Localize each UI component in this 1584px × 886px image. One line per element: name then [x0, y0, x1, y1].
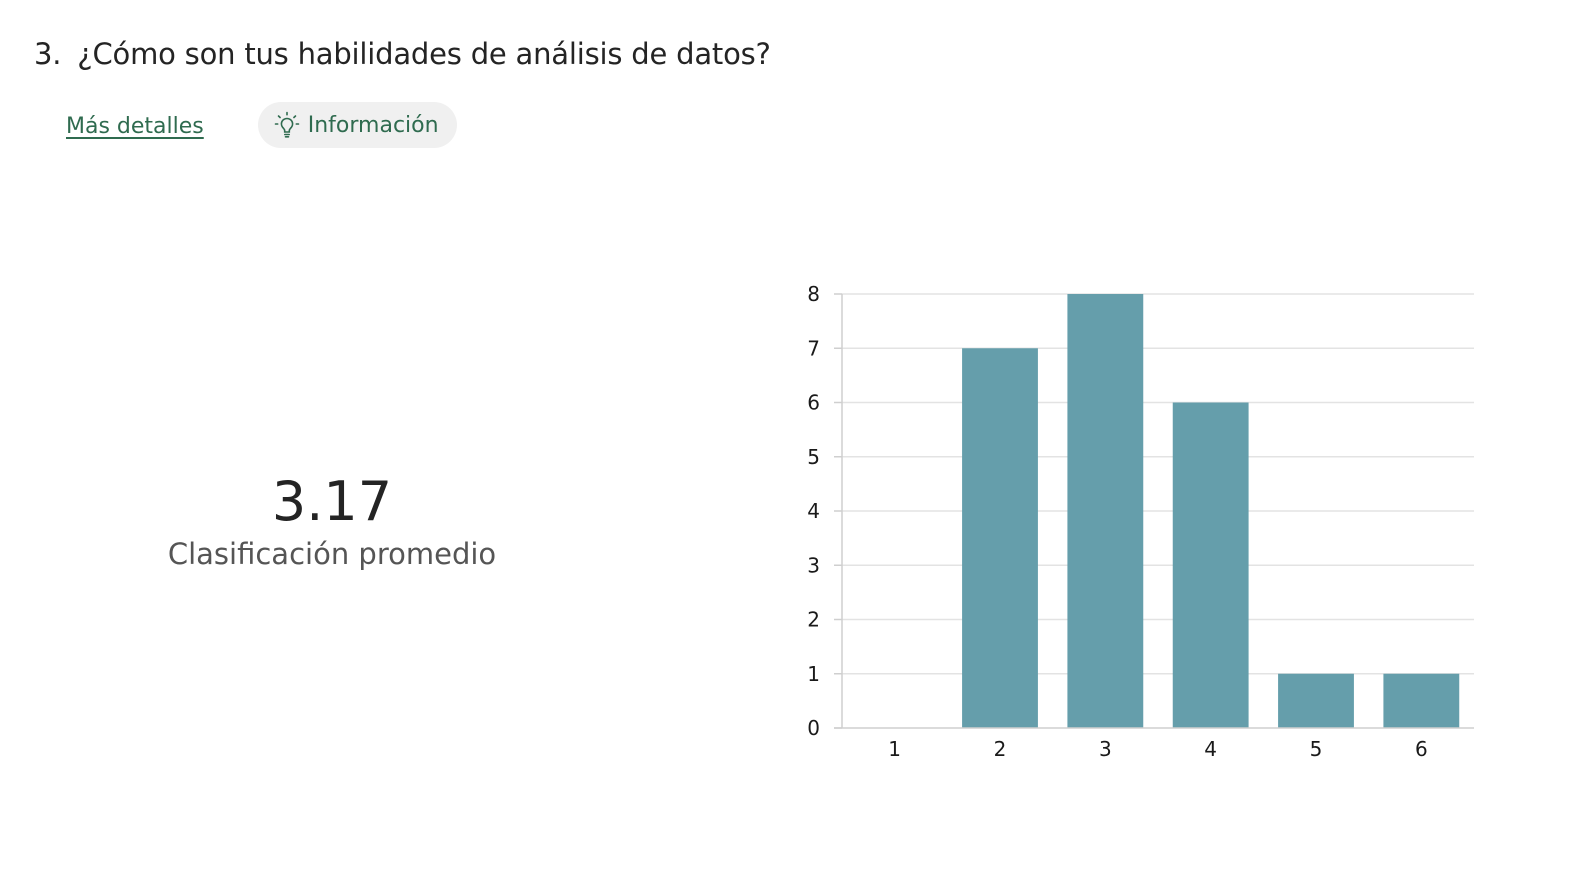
- bar-5[interactable]: [1278, 673, 1354, 728]
- chart-bars: [962, 294, 1460, 729]
- rating-distribution-chart: 0 1 2 3 4 5 6 7 8 1 2 3 4 5 6: [790, 270, 1490, 780]
- y-tick-label: 5: [807, 445, 820, 469]
- average-rating-value: 3.17: [271, 470, 393, 533]
- chart-canvas: 0 1 2 3 4 5 6 7 8 1 2 3 4 5 6: [807, 282, 1474, 761]
- x-tick-label: 2: [994, 737, 1007, 761]
- y-tick-label: 8: [807, 282, 820, 306]
- bar-4[interactable]: [1172, 402, 1249, 729]
- insights-button[interactable]: Información: [257, 102, 457, 148]
- y-tick-label: 7: [807, 336, 820, 360]
- y-tick-label: 6: [807, 391, 820, 415]
- x-tick-label: 3: [1099, 737, 1112, 761]
- average-rating-caption: Clasificación promedio: [167, 537, 497, 571]
- more-details-link[interactable]: Más detalles: [66, 113, 204, 139]
- question-title: 3. ¿Cómo son tus habilidades de análisis …: [34, 34, 771, 74]
- chart-axes: [834, 293, 1474, 729]
- x-tick-label: 6: [1415, 737, 1428, 761]
- x-tick-label: 5: [1310, 737, 1323, 761]
- bar-6[interactable]: [1383, 673, 1460, 728]
- chart-tick-labels: 0 1 2 3 4 5 6 7 8 1 2 3 4 5 6: [807, 282, 1427, 761]
- y-tick-label: 2: [807, 608, 820, 632]
- insights-label: Información: [307, 112, 439, 138]
- question-text: ¿Cómo son tus habilidades de análisis de…: [77, 37, 771, 71]
- y-tick-label: 3: [807, 553, 820, 577]
- chart-gridlines: [842, 293, 1474, 675]
- y-tick-label: 0: [807, 716, 820, 740]
- x-tick-label: 4: [1204, 737, 1217, 761]
- x-tick-label: 1: [888, 737, 901, 761]
- average-rating-summary: 3.17 Clasificación promedio: [132, 470, 532, 574]
- bar-2[interactable]: [962, 348, 1038, 728]
- y-tick-label: 1: [807, 662, 820, 686]
- question-actions: Más detalles Información: [66, 102, 457, 148]
- bar-3[interactable]: [1067, 294, 1144, 728]
- lightbulb-icon: [274, 111, 300, 139]
- y-tick-label: 4: [807, 499, 820, 523]
- question-number: 3.: [34, 37, 62, 71]
